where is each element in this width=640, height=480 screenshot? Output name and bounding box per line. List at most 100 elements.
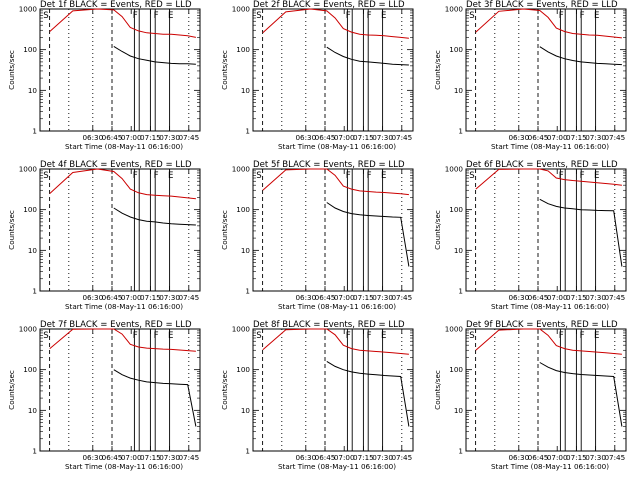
x-tick-label: 06:45 bbox=[528, 453, 549, 462]
data-series-line bbox=[49, 328, 196, 352]
x-tick-label: 06:45 bbox=[102, 133, 123, 142]
time-marker-label: F bbox=[367, 331, 372, 341]
data-series-line bbox=[49, 8, 197, 38]
x-tick-label: 07:45 bbox=[178, 293, 199, 302]
x-tick-label: 06:30 bbox=[295, 133, 316, 142]
time-marker-label: F bbox=[580, 11, 585, 21]
x-tick-label: 07:30 bbox=[585, 133, 606, 142]
y-tick-label: 1 bbox=[458, 287, 463, 296]
x-tick-label: 06:30 bbox=[508, 453, 529, 462]
y-tick-label: 1 bbox=[245, 127, 250, 136]
time-marker-label: S bbox=[469, 331, 474, 341]
detector-panel: Det 1f BLACK = Events, RED = LLD 1 10 100 10… bbox=[7, 0, 201, 151]
time-marker-label: F bbox=[346, 11, 351, 21]
time-marker-label: F bbox=[154, 11, 159, 21]
x-tick-label: 07:00 bbox=[121, 453, 142, 462]
x-tick-label: 07:30 bbox=[159, 133, 180, 142]
time-marker-label: S bbox=[256, 11, 261, 21]
time-marker-label: F bbox=[580, 331, 585, 341]
y-tick-label: 1 bbox=[458, 447, 463, 456]
y-tick-label: 1000 bbox=[232, 325, 251, 334]
time-marker-label: E bbox=[168, 171, 173, 181]
y-tick-label: 1000 bbox=[19, 325, 38, 334]
x-tick-label: 07:15 bbox=[353, 453, 374, 462]
x-tick-label: 07:00 bbox=[547, 133, 568, 142]
y-tick-label: 1000 bbox=[232, 165, 251, 174]
time-marker-label: E bbox=[594, 331, 599, 341]
y-tick-label: 100 bbox=[449, 45, 463, 54]
data-series-line bbox=[539, 198, 623, 267]
data-series-line bbox=[49, 168, 196, 200]
data-series-line bbox=[326, 360, 410, 427]
x-tick-label: 07:15 bbox=[140, 133, 161, 142]
detector-panel: Det 9f BLACK = Events, RED = LLD 1 10 100 10… bbox=[433, 320, 627, 471]
x-tick-label: 06:45 bbox=[102, 293, 123, 302]
panel-title: Det 1f BLACK = Events, RED = LLD bbox=[40, 0, 192, 10]
y-tick-label: 10 bbox=[454, 86, 464, 95]
panel-title: Det 7f BLACK = Events, RED = LLD bbox=[40, 320, 192, 330]
plot-frame bbox=[465, 328, 627, 452]
x-tick-label: 07:45 bbox=[178, 133, 199, 142]
data-series-line bbox=[475, 168, 622, 190]
x-tick-label: 07:00 bbox=[334, 293, 355, 302]
y-tick-label: 100 bbox=[236, 365, 250, 374]
data-series-line bbox=[262, 168, 409, 196]
x-tick-label: 07:30 bbox=[159, 453, 180, 462]
detector-panel: Det 5f BLACK = Events, RED = LLD 1 10 100 10… bbox=[220, 160, 414, 311]
plot-frame bbox=[252, 328, 414, 452]
y-tick-label: 1 bbox=[245, 447, 250, 456]
detector-panel: Det 2f BLACK = Events, RED = LLD 1 10 100 10… bbox=[220, 0, 414, 151]
panel-title: Det 5f BLACK = Events, RED = LLD bbox=[253, 160, 405, 170]
time-marker-label: S bbox=[256, 331, 261, 341]
plot-frame bbox=[252, 168, 414, 292]
time-marker-label: S bbox=[43, 331, 48, 341]
time-marker-label: F bbox=[559, 331, 564, 341]
time-marker-label: F bbox=[346, 171, 351, 181]
time-marker-label: S bbox=[469, 171, 474, 181]
data-series-line bbox=[262, 328, 409, 355]
x-tick-label: 06:30 bbox=[508, 133, 529, 142]
data-series-line bbox=[113, 369, 197, 427]
y-axis-label: Counts/sec bbox=[433, 50, 442, 90]
data-series-line bbox=[113, 45, 196, 65]
data-series-line bbox=[539, 362, 623, 427]
data-series-line bbox=[539, 46, 622, 66]
y-tick-label: 1000 bbox=[445, 165, 464, 174]
detector-panel: Det 7f BLACK = Events, RED = LLD 1 10 100 10… bbox=[7, 320, 201, 471]
x-axis-label: Start Time (08-May-11 06:16:00) bbox=[491, 142, 609, 151]
y-axis-label: Counts/sec bbox=[220, 370, 229, 410]
x-tick-label: 07:15 bbox=[566, 293, 587, 302]
x-tick-label: 07:30 bbox=[372, 453, 393, 462]
y-axis-label: Counts/sec bbox=[7, 210, 16, 250]
x-tick-label: 07:45 bbox=[604, 453, 625, 462]
time-marker-label: E bbox=[168, 331, 173, 341]
time-marker-label: S bbox=[256, 171, 261, 181]
x-tick-label: 06:45 bbox=[315, 453, 336, 462]
panel-title: Det 2f BLACK = Events, RED = LLD bbox=[253, 0, 405, 10]
x-tick-label: 06:30 bbox=[82, 453, 103, 462]
y-tick-label: 1 bbox=[245, 287, 250, 296]
y-tick-label: 10 bbox=[28, 246, 38, 255]
x-tick-label: 07:00 bbox=[121, 293, 142, 302]
y-tick-label: 1000 bbox=[19, 5, 38, 14]
x-axis-label: Start Time (08-May-11 06:16:00) bbox=[491, 462, 609, 471]
time-marker-label: F bbox=[346, 331, 351, 341]
x-tick-label: 07:00 bbox=[121, 133, 142, 142]
y-tick-label: 100 bbox=[236, 45, 250, 54]
panel-title: Det 6f BLACK = Events, RED = LLD bbox=[466, 160, 618, 170]
time-marker-label: F bbox=[580, 171, 585, 181]
x-tick-label: 07:30 bbox=[372, 133, 393, 142]
plot-frame bbox=[39, 328, 201, 452]
x-tick-label: 07:15 bbox=[353, 133, 374, 142]
plot-frame bbox=[465, 168, 627, 292]
x-tick-label: 07:00 bbox=[334, 133, 355, 142]
time-marker-label: F bbox=[559, 11, 564, 21]
x-tick-label: 07:45 bbox=[604, 133, 625, 142]
time-marker-label: S bbox=[469, 11, 474, 21]
x-tick-label: 06:30 bbox=[295, 453, 316, 462]
x-tick-label: 07:45 bbox=[391, 293, 412, 302]
time-marker-label: E bbox=[381, 171, 386, 181]
y-tick-label: 1000 bbox=[445, 5, 464, 14]
y-tick-label: 10 bbox=[241, 246, 251, 255]
